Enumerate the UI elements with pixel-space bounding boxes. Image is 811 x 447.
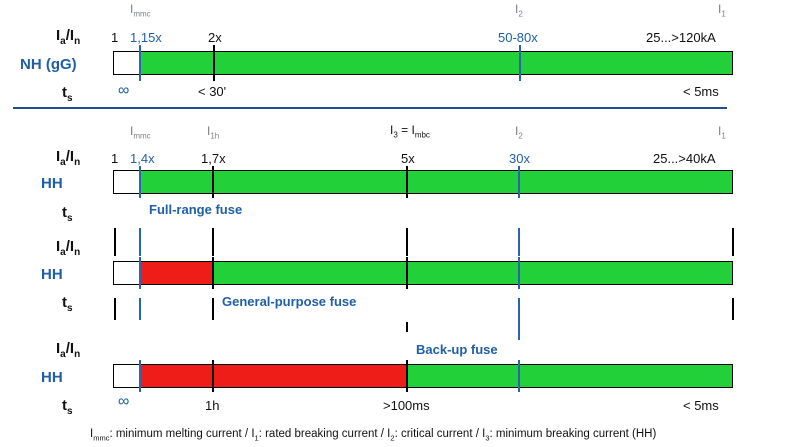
ts-5ms-top: < 5ms [683,84,719,99]
ts-infinity-top: ∞ [118,82,130,99]
nh-marker-2x [213,45,215,81]
general-purpose-operating-range [214,262,732,284]
ts-1h: 1h [205,398,220,413]
symbol-i3-imbc: I3 = Imbc [390,123,430,140]
tick-30x: 30x [509,151,530,166]
symbol-i2-hh: I2 [515,124,523,141]
row-label-hh-full-range: HH [41,175,63,192]
tick-40ka: 25...>40kA [653,151,716,166]
symbol-i2: I2 [515,2,523,19]
tick-1-15x: 1,15x [130,30,162,45]
ratio-label-ia-in-hh: Ia/In [56,148,81,168]
ts-label-general-purpose: ts [62,294,73,314]
symbol-i1: I1 [718,2,726,19]
tick-1-7x: 1,7x [201,151,226,166]
tick-50-80x: 50-80x [498,30,538,45]
ts-label-top: ts [62,84,73,104]
general-purpose-no-break-range [141,262,214,284]
nh-gg-operating-range [141,52,732,74]
nh-marker-i2 [519,45,521,81]
ts-30-min: < 30' [198,84,227,99]
tick-5x: 5x [401,151,415,166]
nh-marker-i-mmc [139,45,141,81]
row-label-hh-general-purpose: HH [41,266,63,283]
general-purpose-fuse-bar [113,261,733,285]
tick-120ka: 25...>120kA [646,30,716,45]
full-range-operating-range [141,171,732,193]
back-up-no-break-range [141,365,407,387]
symbol-i-mmc-hh: Immc [130,124,151,141]
row-label-nh-gg: NH (gG) [20,56,77,73]
ratio-label-ia-in-backup: Ia/In [56,340,81,360]
ratio-label-ia-in: Ia/In [56,27,81,47]
footer-legend: Immc: minimum melting current / I1: rate… [90,428,657,443]
back-up-fuse-title: Back-up fuse [416,342,498,357]
tick-2x: 2x [208,30,222,45]
ts-label-back-up: ts [62,397,73,417]
ratio-label-ia-in-gp: Ia/In [56,238,81,258]
back-up-operating-range [407,365,732,387]
ts-label-full-range: ts [62,204,73,224]
tick-1: 1 [111,30,119,45]
symbol-i1-hh: I1 [718,124,726,141]
symbol-i1h: I1h [207,124,220,141]
ts-5ms-bottom: < 5ms [683,398,719,413]
row-label-hh-back-up: HH [41,369,63,386]
tick-1-4x: 1,4x [130,151,155,166]
ts-infinity-bottom: ∞ [118,393,130,410]
symbol-i-mmc: Immc [130,2,151,19]
section-divider [13,107,727,109]
ts-100ms: >100ms [383,398,430,413]
nh-gg-bar [113,51,733,75]
general-purpose-fuse-title: General-purpose fuse [222,294,357,309]
full-range-fuse-bar [113,170,733,194]
full-range-fuse-title: Full-range fuse [149,202,243,217]
tick-1-hh: 1 [111,151,119,166]
back-up-fuse-bar [113,364,733,388]
